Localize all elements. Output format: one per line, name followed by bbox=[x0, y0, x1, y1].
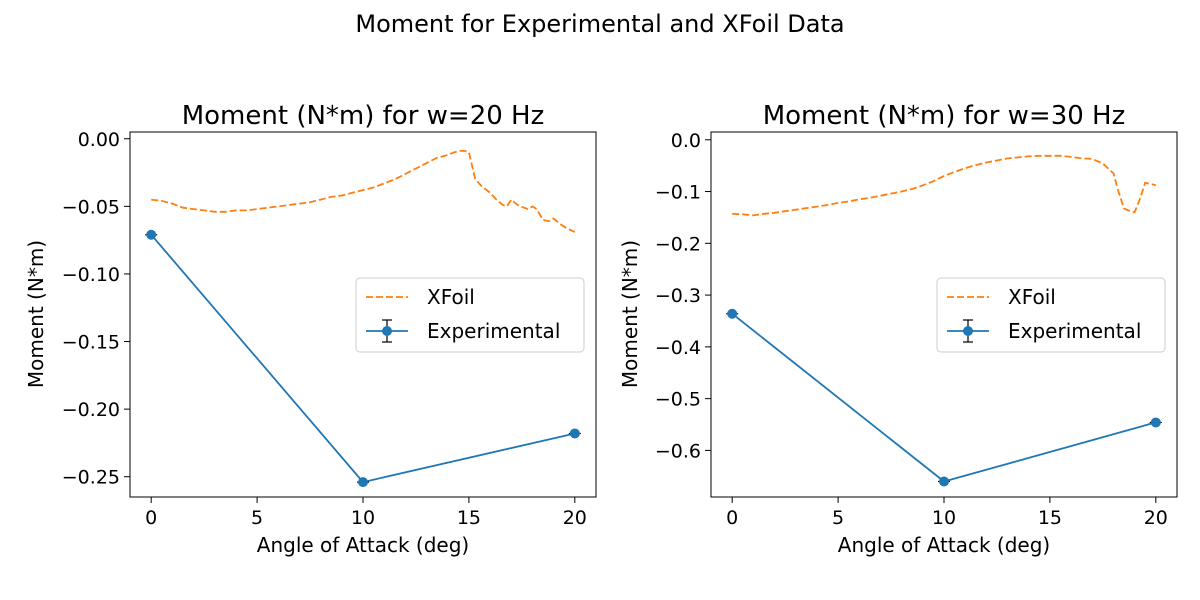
legend: XFoil Experimental bbox=[355, 277, 585, 353]
x-tick-label: 15 bbox=[457, 507, 481, 529]
y-tick-label: −0.4 bbox=[655, 337, 701, 359]
y-tick-label: 0.00 bbox=[78, 129, 120, 151]
subplot-w20-xlabel: Angle of Attack (deg) bbox=[257, 533, 469, 557]
legend-box bbox=[355, 277, 585, 353]
x-tick-label: 5 bbox=[832, 507, 844, 529]
legend-marker-experimental bbox=[382, 326, 392, 336]
series-line-xfoil bbox=[151, 149, 576, 233]
legend-label-xfoil: XFoil bbox=[427, 285, 475, 309]
y-tick-label: −0.2 bbox=[655, 233, 701, 255]
x-tick-label: 0 bbox=[145, 507, 157, 529]
y-tick-label: −0.1 bbox=[655, 182, 701, 204]
subplot-w30-ylabel: Moment (N*m) bbox=[618, 240, 642, 388]
data-point-experimental bbox=[146, 229, 157, 240]
x-tick-label: 5 bbox=[251, 507, 263, 529]
legend-label-experimental: Experimental bbox=[427, 319, 560, 343]
y-tick-label: −0.3 bbox=[655, 285, 701, 307]
series-line-experimental bbox=[150, 234, 576, 484]
x-tick-label: 10 bbox=[351, 507, 375, 529]
data-point-experimental bbox=[358, 477, 368, 488]
legend-marker-experimental bbox=[963, 326, 973, 336]
data-point-experimental bbox=[939, 476, 949, 487]
y-tick-label: −0.15 bbox=[62, 332, 120, 354]
series-line-xfoil bbox=[732, 154, 1157, 217]
y-tick-label: −0.5 bbox=[655, 389, 701, 411]
legend-box bbox=[936, 277, 1166, 353]
legend-label-xfoil: XFoil bbox=[1008, 285, 1056, 309]
data-point-experimental bbox=[1150, 417, 1161, 428]
x-tick-label: 15 bbox=[1038, 507, 1062, 529]
x-tick-label: 10 bbox=[932, 507, 956, 529]
y-tick-label: −0.25 bbox=[62, 467, 120, 489]
figure-suptitle: Moment for Experimental and XFoil Data bbox=[355, 10, 844, 38]
subplot-w20: Moment (N*m) for w=20 Hz Angle of Attack… bbox=[24, 101, 597, 557]
data-point-experimental bbox=[727, 308, 738, 319]
y-tick-label: −0.10 bbox=[62, 264, 120, 286]
x-tick-label: 0 bbox=[726, 507, 738, 529]
subplot-w20-ylabel: Moment (N*m) bbox=[24, 240, 48, 388]
x-tick-label: 20 bbox=[563, 507, 587, 529]
y-tick-label: 0.0 bbox=[671, 130, 701, 152]
subplot-w30-title: Moment (N*m) for w=30 Hz bbox=[763, 101, 1126, 131]
y-tick-label: −0.20 bbox=[62, 399, 120, 421]
subplot-w30-xlabel: Angle of Attack (deg) bbox=[838, 533, 1050, 557]
legend-label-experimental: Experimental bbox=[1008, 319, 1141, 343]
subplot-w20-title: Moment (N*m) for w=20 Hz bbox=[182, 101, 545, 131]
x-tick-label: 20 bbox=[1144, 507, 1168, 529]
data-point-experimental bbox=[569, 428, 580, 439]
y-tick-label: −0.6 bbox=[655, 440, 701, 462]
y-tick-label: −0.05 bbox=[62, 196, 120, 218]
legend: XFoil Experimental bbox=[936, 277, 1166, 353]
subplot-w30: Moment (N*m) for w=30 Hz Angle of Attack… bbox=[618, 101, 1178, 557]
